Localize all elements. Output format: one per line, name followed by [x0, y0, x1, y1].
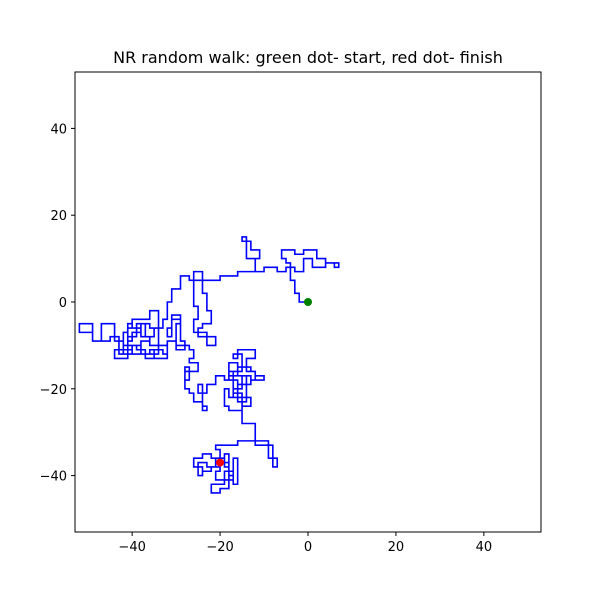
plot-area	[78, 236, 340, 494]
finish-marker	[216, 458, 225, 467]
y-tick-label: −40	[40, 470, 67, 485]
walk-path-series-0	[78, 236, 340, 494]
y-tick-label: 40	[50, 122, 67, 137]
x-tick-label: 0	[304, 540, 312, 555]
y-tick-label: 20	[50, 209, 67, 224]
x-tick-label: 40	[476, 540, 493, 555]
y-tick-label: 0	[59, 296, 67, 311]
x-tick-label: −20	[206, 540, 233, 555]
x-tick-label: 20	[388, 540, 405, 555]
y-tick-label: −20	[40, 383, 67, 398]
axes: −40 −20 0 20 40 −40 −20 0 20 40	[40, 71, 542, 555]
chart-title: NR random walk: green dot- start, red do…	[113, 48, 503, 67]
start-marker	[304, 298, 312, 306]
x-tick-label: −40	[118, 540, 145, 555]
